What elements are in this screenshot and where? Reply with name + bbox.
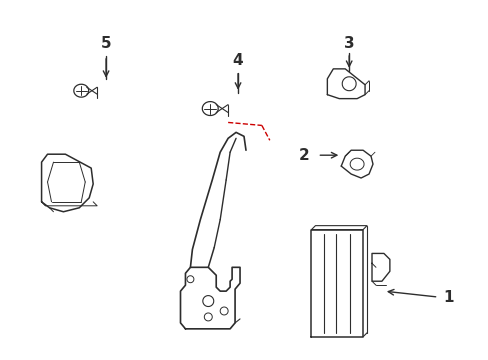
Text: 1: 1	[442, 289, 453, 305]
Text: 5: 5	[101, 36, 111, 50]
Text: 4: 4	[232, 53, 243, 68]
Text: 2: 2	[299, 148, 309, 163]
Text: 3: 3	[343, 36, 354, 50]
